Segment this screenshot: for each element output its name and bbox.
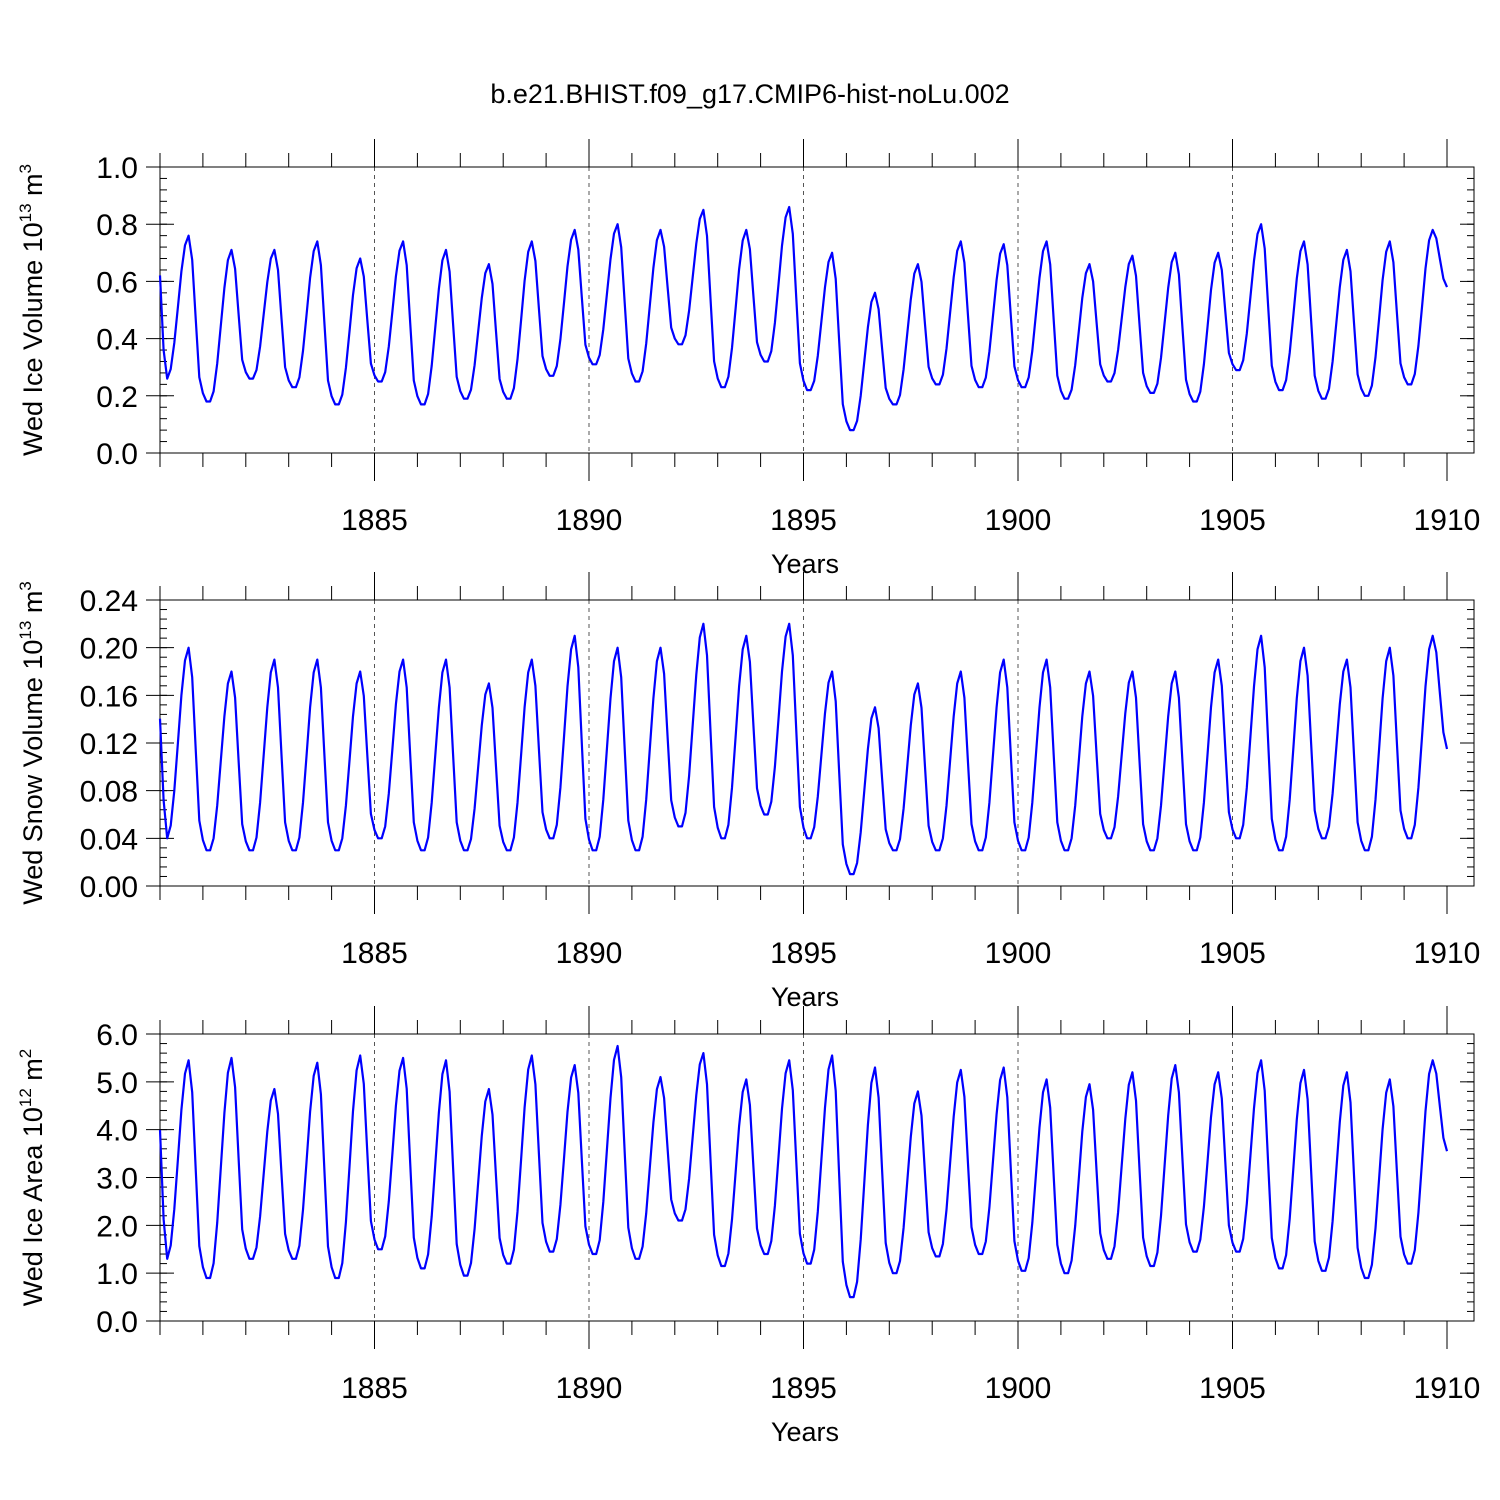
chart-panel-1: 0.0 0.2 0.4 0.6 0.8 1.0 1885 1890 1895 1900 1905 19…	[16, 139, 1480, 579]
y-tick-label: 1.0	[96, 152, 138, 185]
y-tick-label: 5.0	[96, 1067, 138, 1100]
y-label-unit: m	[18, 1058, 48, 1088]
y-tick-label: 0.6	[96, 266, 138, 299]
y-tick-label: 0.08	[80, 776, 138, 809]
y-label-exponent: 12	[16, 1088, 35, 1107]
x-tick-label: 1910	[1414, 1372, 1481, 1405]
y-label-exponent: 2	[16, 1049, 35, 1058]
data-series-line	[158, 1044, 1449, 1299]
x-tick-label: 1905	[1199, 937, 1266, 970]
x-tick-label: 1910	[1414, 504, 1481, 537]
y-axis-label: Wed Ice Area 1012 m2	[16, 1049, 48, 1307]
y-label-unit: m	[18, 591, 48, 621]
y-tick-label: 0.12	[80, 728, 138, 761]
figure-title: b.e21.BHIST.f09_g17.CMIP6-hist-noLu.002	[490, 79, 1009, 109]
x-tick-label: 1895	[770, 504, 837, 537]
y-tick-label: 0.04	[80, 823, 138, 856]
x-tick-label: 1900	[985, 1372, 1052, 1405]
data-series-line	[158, 622, 1449, 876]
y-tick-label: 2.0	[96, 1210, 138, 1243]
y-label-text: Wed Ice Area 10	[18, 1107, 48, 1306]
y-label-exponent: 3	[16, 164, 35, 173]
x-tick-label: 1900	[985, 937, 1052, 970]
y-tick-label: 0.0	[96, 438, 138, 471]
chart-panel-3: 0.0 1.0 2.0 3.0 4.0 5.0 6.0 1885 1890 1895 1900 190…	[16, 1006, 1480, 1447]
y-tick-label: 0.2	[96, 381, 138, 414]
x-tick-label: 1895	[770, 937, 837, 970]
y-tick-label: 6.0	[96, 1019, 138, 1052]
x-tick-label: 1885	[341, 504, 408, 537]
y-tick-label: 1.0	[96, 1258, 138, 1291]
x-axis-label: Years	[771, 982, 839, 1012]
x-tick-label: 1900	[985, 504, 1052, 537]
y-tick-label: 0.4	[96, 324, 138, 357]
y-tick-label: 4.0	[96, 1115, 138, 1148]
x-tick-label: 1910	[1414, 937, 1481, 970]
x-axis-label: Years	[771, 549, 839, 579]
y-axis-label: Wed Ice Volume 1013 m3	[16, 164, 48, 456]
x-tick-label: 1890	[556, 1372, 623, 1405]
data-series-line	[158, 205, 1449, 432]
y-tick-label: 0.00	[80, 871, 138, 904]
plot-frame	[159, 1033, 1475, 1322]
y-axis-label: Wed Snow Volume 1013 m3	[16, 581, 48, 905]
y-tick-label: 0.0	[96, 1306, 138, 1339]
x-tick-label: 1890	[556, 504, 623, 537]
x-tick-label: 1895	[770, 1372, 837, 1405]
y-tick-label: 0.20	[80, 633, 138, 666]
y-tick-label: 0.8	[96, 209, 138, 242]
x-tick-label: 1885	[341, 937, 408, 970]
y-label-exponent: 13	[16, 621, 35, 640]
y-tick-label: 3.0	[96, 1163, 138, 1196]
y-label-exponent: 3	[16, 581, 35, 590]
x-tick-label: 1905	[1199, 1372, 1266, 1405]
y-label-unit: m	[18, 173, 48, 203]
y-tick-label: 0.16	[80, 680, 138, 713]
y-tick-label: 0.24	[80, 585, 138, 618]
y-label-text: Wed Snow Volume 10	[18, 640, 48, 905]
x-tick-label: 1905	[1199, 504, 1266, 537]
y-label-text: Wed Ice Volume 10	[18, 222, 48, 456]
x-tick-label: 1890	[556, 937, 623, 970]
plot-frame	[159, 166, 1475, 454]
x-tick-label: 1885	[341, 1372, 408, 1405]
x-axis-label: Years	[771, 1417, 839, 1447]
chart-panel-2: 0.00 0.04 0.08 0.12 0.16 0.20 0.24 1885 1890 1895…	[16, 572, 1480, 1012]
y-label-exponent: 13	[16, 203, 35, 222]
